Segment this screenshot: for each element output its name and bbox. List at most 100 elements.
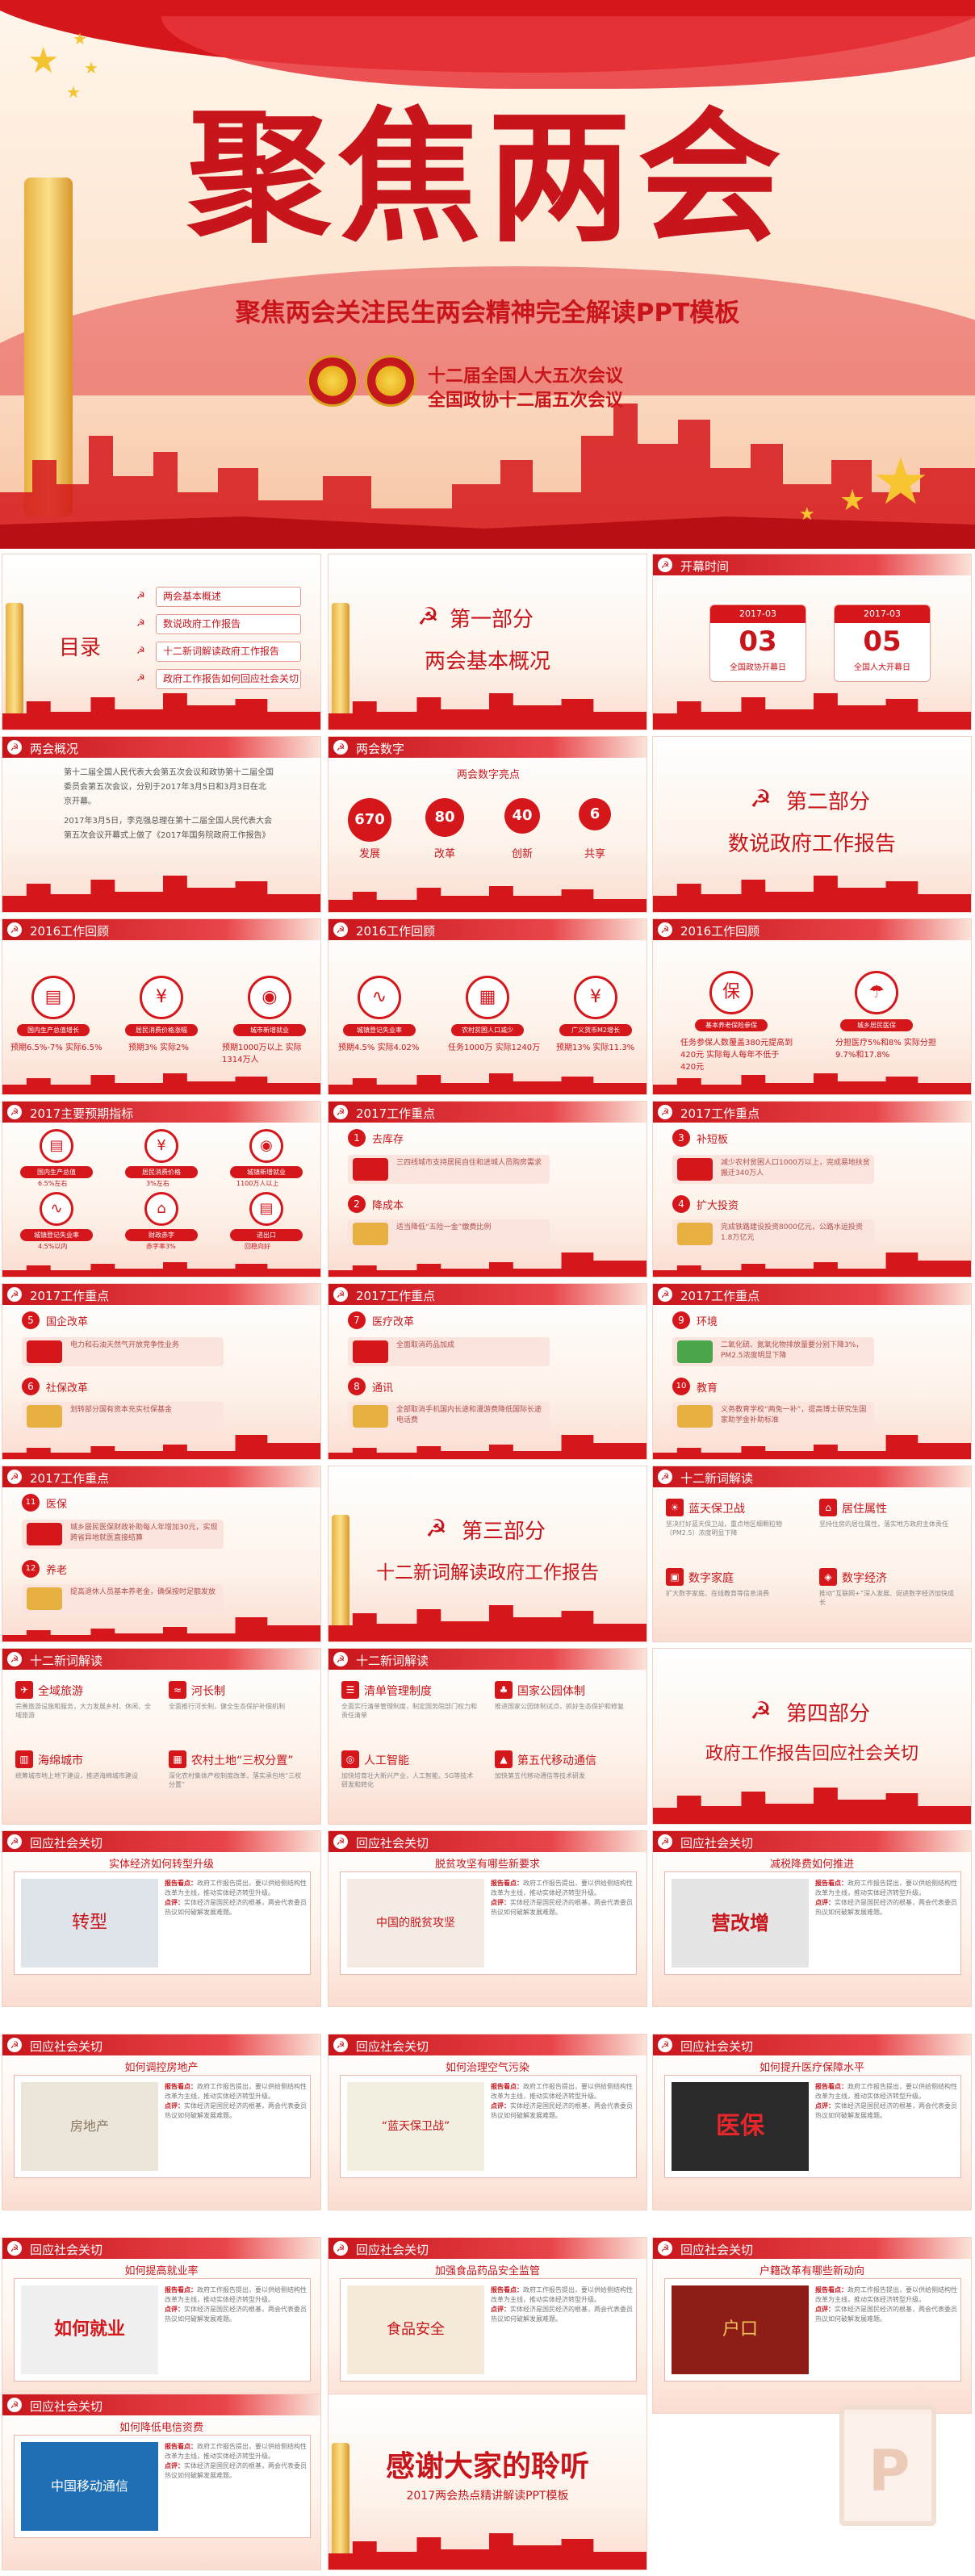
party-icon: ☭	[7, 1287, 22, 1302]
number-label: 共享	[584, 848, 605, 860]
slide-opening: ☭ 开幕时间 2017-03 03 全国政协开幕日 2017-03 05 全国人大…	[652, 554, 972, 730]
concern-body: 实体经济是国民经济的根基，两会代表委员热议如何破解发展难题。	[165, 2462, 307, 2479]
slide-concern: ☭ 回应社会关切 如何降低电信资费 中国移动通信 报告看点：政府工作报告提出，要以…	[2, 2394, 321, 2570]
city-skyline	[2, 1617, 320, 1641]
toc-item[interactable]: 两会基本概述	[156, 587, 301, 607]
slide-header-title: 十二新词解读	[30, 1654, 103, 1668]
slide-words-2: ☭ 十二新词解读 ✈ 全域旅游 完善旅游设施和服务，大力发展乡村、休闲、全域旅游 …	[2, 1648, 321, 1825]
food-safety-image: 食品安全	[347, 2285, 484, 2374]
word-text: 推进国家公园体制试点，抓好生态保护和修复	[495, 1703, 624, 1710]
slide-header: ☭ 两会数字	[328, 737, 647, 758]
toc-item[interactable]: 政府工作报告如何回应社会关切	[156, 669, 301, 689]
slide-key-1: ☭ 2017工作重点 1 去库存 三四线城市支持居民自住和进城人员购房需求 2 降…	[328, 1101, 647, 1278]
indicator-stat: 1100万人以上	[236, 1180, 279, 1187]
item-number: 1	[348, 1129, 366, 1147]
party-icon: ☭	[750, 1697, 772, 1725]
concern-label: 报告看点：	[491, 2286, 523, 2294]
slide-header: ☭ 2017主要预期指标	[2, 1102, 320, 1123]
concern-label: 点评：	[165, 1899, 184, 1906]
slide-header: ☭ 2016工作回顾	[328, 919, 647, 940]
river-icon: ≈	[169, 1681, 186, 1699]
part-name: 数说政府工作报告	[727, 832, 896, 856]
meeting-line-1: 十二届全国人大五次会议	[428, 366, 624, 387]
medicine-image	[353, 1340, 388, 1363]
slide-header-title: 两会概况	[30, 742, 79, 756]
party-icon: ☭	[136, 645, 145, 656]
slide-key-6: ☭ 2017工作重点 11 医保 城乡居民医保财政补助每人年增加30元，实现跨省异…	[2, 1466, 321, 1642]
slide-header: ☭ 回应社会关切	[653, 2034, 971, 2055]
slide-concern: ☭ 回应社会关切 如何调控房地产 房地产 报告看点：政府工作报告提出，要以供给侧结…	[2, 2034, 321, 2210]
tax-reform-image: 营改增	[672, 1879, 809, 1968]
calendar-label: 全国政协开幕日	[730, 663, 786, 672]
city-skyline	[653, 693, 971, 730]
slide-concern: ☭ 回应社会关切 户籍改革有哪些新动向 户口 报告看点：政府工作报告提出，要以供给…	[652, 2237, 972, 2414]
concern-body: 政府工作报告提出，要以供给侧结构性改革为主线，推动实体经济转型升级。	[815, 2286, 957, 2303]
indicator-stat: 赤字率3%	[146, 1243, 176, 1250]
party-icon: ☭	[658, 1105, 672, 1119]
indicator-pill: 城乡居民医保	[840, 1019, 913, 1031]
slide-part-1: ☭ 第一部分 两会基本概况	[328, 554, 647, 730]
calendar-day: 03	[739, 625, 777, 658]
slide-header-title: 回应社会关切	[356, 2039, 429, 2054]
concern-heading: 如何调控房地产	[124, 2062, 199, 2074]
toc-title: 目录	[59, 636, 102, 660]
item-label: 环境	[697, 1316, 718, 1328]
word-label: 全域旅游	[38, 1685, 83, 1698]
item-number: 12	[22, 1560, 40, 1578]
air-pollution-image: “蓝天保卫战”	[347, 2082, 484, 2171]
park-icon: ♣	[495, 1681, 513, 1699]
item-label: 医保	[46, 1499, 68, 1511]
slide-review-1: ☭ 2016工作回顾 ▤ 国内生产总值增长 预期6.5%-7% 实际6.5% ¥ …	[2, 918, 321, 1095]
city-skyline	[328, 1435, 647, 1459]
concern-text: 报告看点：政府工作报告提出，要以供给侧结构性改革为主线，推动实体经济转型升级。点…	[491, 1879, 633, 1917]
part-label: 第四部分	[786, 1702, 871, 1726]
education-image	[677, 1405, 713, 1428]
concern-text: 报告看点：政府工作报告提出，要以供给侧结构性改革为主线，推动实体经济转型升级。点…	[491, 2285, 633, 2324]
indicator-pill: 居民消费价格	[125, 1166, 198, 1178]
city-skyline	[2, 693, 320, 730]
toc-item[interactable]: 十二新词解读政府工作报告	[156, 642, 301, 662]
slide-key-4: ☭ 2017工作重点 7 医疗改革 全面取消药品加成 8 通讯 全部取消手机国内长…	[328, 1283, 647, 1460]
party-icon: ☭	[333, 1652, 348, 1666]
concern-label: 点评：	[165, 2102, 184, 2110]
medical-image	[27, 1523, 62, 1545]
travel-icon: ✈	[15, 1681, 33, 1699]
concern-body: 实体经济是国民经济的根基，两会代表委员热议如何破解发展难题。	[165, 1899, 307, 1916]
item-number: 10	[672, 1378, 690, 1395]
concern-label: 报告看点：	[491, 1880, 523, 1887]
party-icon: ☭	[7, 2038, 22, 2052]
slide-header-title: 2017工作重点	[680, 1289, 760, 1303]
city-icon: ▥	[15, 1750, 33, 1768]
concern-body: 实体经济是国民经济的根基，两会代表委员热议如何破解发展难题。	[815, 1899, 957, 1916]
item-label: 补短板	[697, 1134, 729, 1146]
slide-concern: ☭ 回应社会关切 脱贫攻坚有哪些新要求 中国的脱贫攻坚 报告看点：政府工作报告提出…	[328, 1830, 647, 2007]
red-ribbon	[161, 16, 975, 89]
concern-heading: 户籍改革有哪些新动向	[759, 2265, 864, 2277]
slide-header-title: 回应社会关切	[680, 2039, 754, 2054]
economy-icon: ◈	[819, 1568, 837, 1586]
people-image	[677, 1158, 713, 1181]
concern-heading: 如何降低电信资费	[119, 2422, 203, 2434]
medical-insurance-image: 医保	[672, 2082, 809, 2171]
word-label: 清单管理制度	[364, 1685, 432, 1698]
part-label: 第二部分	[786, 790, 871, 814]
city-skyline	[653, 1788, 971, 1824]
document-icon: ▤	[249, 1192, 283, 1226]
cover-subtitle: 聚焦两会关注民生两会精神完全解读PPT模板	[235, 299, 740, 328]
slide-header-title: 开幕时间	[680, 559, 730, 574]
slide-header-title: 2017工作重点	[356, 1289, 436, 1303]
party-icon: ☭	[658, 1287, 672, 1302]
slide-header: ☭ 十二新词解读	[2, 1649, 320, 1670]
item-number: 3	[672, 1129, 690, 1147]
word-text: 统筹城市地上地下建设，推进海绵城市建设	[15, 1772, 138, 1779]
concern-label: 报告看点：	[815, 2286, 847, 2294]
toc-item[interactable]: 数说政府工作报告	[156, 614, 301, 634]
concern-label: 点评：	[815, 2102, 835, 2110]
sky-icon: ☀	[666, 1499, 684, 1516]
item-label: 国企改革	[46, 1316, 89, 1328]
huabiao-pillar	[332, 603, 349, 724]
word-text: 全面推行河长制，健全生态保护补偿机制	[169, 1703, 285, 1710]
concern-frame: 医保 报告看点：政府工作报告提出，要以供给侧结构性改革为主线，推动实体经济转型升…	[664, 2075, 961, 2178]
coins-image	[353, 1223, 388, 1245]
pulse-icon: ∿	[40, 1192, 73, 1226]
